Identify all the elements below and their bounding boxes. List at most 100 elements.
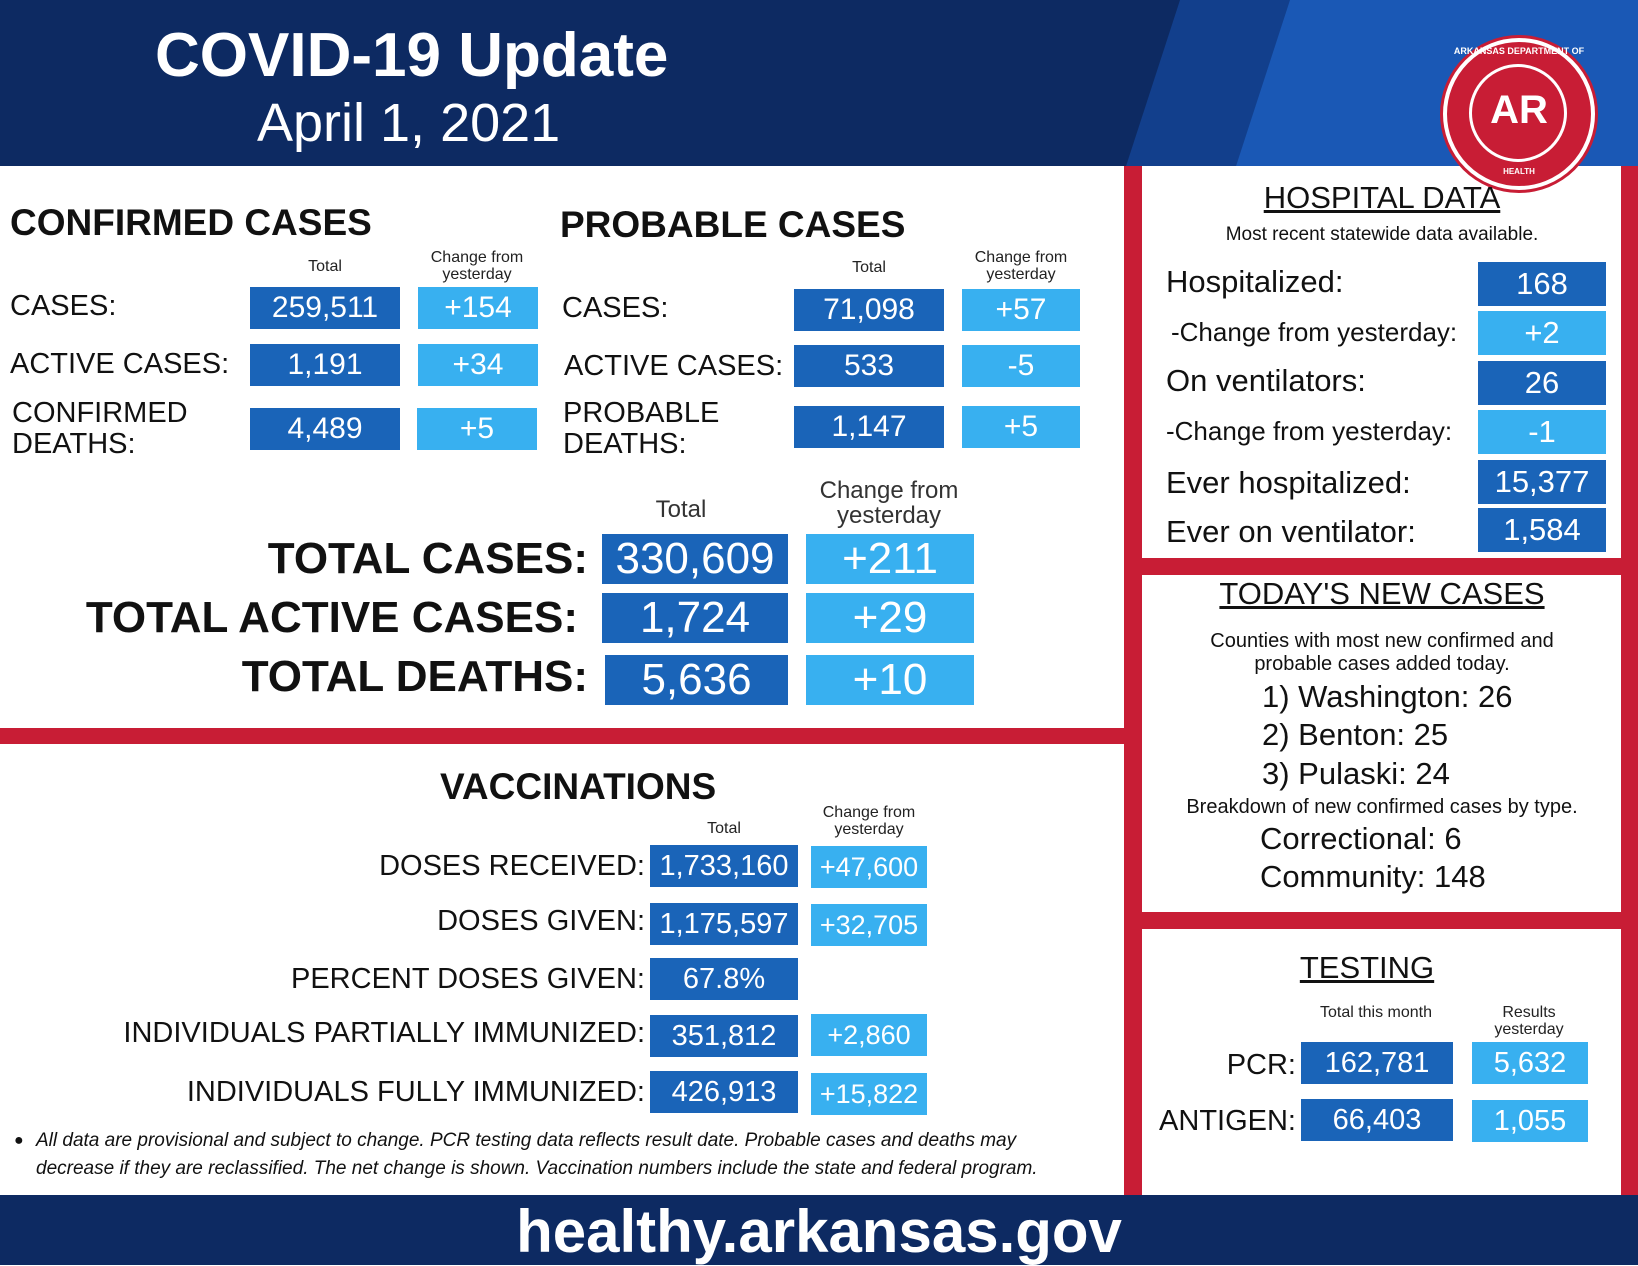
total-active-total: 1,724 xyxy=(602,593,788,643)
probable-active-change: -5 xyxy=(962,345,1080,387)
antigen-yesterday: 1,055 xyxy=(1472,1100,1588,1142)
new-cases-subtitle-1: Counties with most new confirmed and xyxy=(1210,630,1554,652)
total-deaths-total: 5,636 xyxy=(605,655,788,705)
probable-cases-title: PROBABLE CASES xyxy=(560,204,906,245)
note-line-2: decrease if they are reclassified. The n… xyxy=(36,1158,1038,1179)
divider-right-edge xyxy=(1621,166,1638,1196)
divider-horizontal xyxy=(1142,558,1622,575)
header-banner xyxy=(0,0,1638,166)
total-active-change: +29 xyxy=(806,593,974,643)
confirmed-active-total: 1,191 xyxy=(250,344,400,386)
footer-banner xyxy=(0,1195,1638,1265)
hospitalized-label: Hospitalized: xyxy=(1166,264,1344,299)
total-deaths-label: TOTAL DEATHS: xyxy=(241,652,588,701)
bullet-icon: ● xyxy=(14,1132,24,1149)
confirmed-cases-total: 259,511 xyxy=(250,287,400,329)
ever-ventilator-label: Ever on ventilator: xyxy=(1166,514,1416,549)
page-date: April 1, 2021 xyxy=(257,93,561,153)
vaccinations-change-header: Change from yesterday xyxy=(822,804,916,838)
hospitalized-change-value: +2 xyxy=(1478,311,1606,355)
new-cases-subtitle-2: probable cases added today. xyxy=(1254,653,1510,675)
percent-doses-total: 67.8% xyxy=(650,958,798,1000)
ever-hospitalized-label: Ever hospitalized: xyxy=(1166,465,1411,500)
hospital-data-subtitle: Most recent statewide data available. xyxy=(1225,224,1539,245)
partially-immunized-change: +2,860 xyxy=(811,1014,927,1056)
probable-deaths-change: +5 xyxy=(962,406,1080,448)
doses-given-total: 1,175,597 xyxy=(650,903,798,945)
divider-horizontal xyxy=(0,728,1124,744)
total-cases-total: 330,609 xyxy=(602,534,788,584)
probable-cases-label: CASES: xyxy=(562,292,669,324)
confirmed-active-label: ACTIVE CASES: xyxy=(10,348,230,380)
ventilators-change-label: -Change from yesterday: xyxy=(1166,416,1453,446)
breakdown-title: Breakdown of new confirmed cases by type… xyxy=(1186,796,1578,818)
doses-received-total: 1,733,160 xyxy=(650,845,798,887)
confirmed-change-header: Change from yesterday xyxy=(430,249,524,283)
county-item: 2) Benton: 25 xyxy=(1262,717,1449,752)
on-ventilators-label: On ventilators: xyxy=(1166,363,1366,398)
county-item: 3) Pulaski: 24 xyxy=(1262,756,1450,791)
breakdown-item: Correctional: 6 xyxy=(1260,821,1462,856)
total-active-label: TOTAL ACTIVE CASES: xyxy=(85,593,578,642)
seal-top-text: ARKANSAS DEPARTMENT OF xyxy=(1453,46,1585,56)
doses-given-change: +32,705 xyxy=(811,904,927,946)
pcr-total: 162,781 xyxy=(1301,1042,1453,1084)
website-link[interactable]: healthy.arkansas.gov xyxy=(516,1198,1122,1265)
fully-immunized-change: +15,822 xyxy=(811,1073,927,1115)
vaccinations-title: VACCINATIONS xyxy=(440,766,717,807)
page-title: COVID-19 Update xyxy=(155,21,669,90)
probable-deaths-label: PROBABLE DEATHS: xyxy=(563,397,720,460)
note-line-1: All data are provisional and subject to … xyxy=(36,1130,1017,1151)
doses-received-change: +47,600 xyxy=(811,846,927,888)
confirmed-cases-label: CASES: xyxy=(10,290,117,322)
confirmed-active-change: +34 xyxy=(418,344,538,386)
divider-horizontal xyxy=(1142,912,1622,929)
pcr-label: PCR: xyxy=(1226,1049,1296,1081)
antigen-total: 66,403 xyxy=(1301,1099,1453,1141)
fully-immunized-label: INDIVIDUALS FULLY IMMUNIZED: xyxy=(186,1076,645,1108)
vaccinations-total-header: Total xyxy=(707,820,741,837)
antigen-label: ANTIGEN: xyxy=(1159,1105,1296,1137)
totals-total-header: Total xyxy=(655,496,707,523)
pcr-yesterday: 5,632 xyxy=(1472,1042,1588,1084)
ever-hospitalized-value: 15,377 xyxy=(1478,460,1606,504)
probable-total-header: Total xyxy=(852,259,886,276)
hospitalized-change-label: -Change from yesterday: xyxy=(1171,317,1458,347)
confirmed-deaths-change: +5 xyxy=(417,408,537,450)
county-item: 1) Washington: 26 xyxy=(1262,679,1513,714)
doses-received-label: DOSES RECEIVED: xyxy=(379,850,645,882)
total-cases-label: TOTAL CASES: xyxy=(267,534,588,583)
confirmed-deaths-total: 4,489 xyxy=(250,408,400,450)
probable-active-label: ACTIVE CASES: xyxy=(564,350,784,382)
hospital-data-title: HOSPITAL DATA xyxy=(1263,180,1501,215)
new-cases-title: TODAY'S NEW CASES xyxy=(1219,576,1545,611)
partially-immunized-total: 351,812 xyxy=(650,1015,798,1057)
adh-seal-logo: ARKANSAS DEPARTMENT OF AR HEALTH xyxy=(1443,38,1595,190)
hospitalized-value: 168 xyxy=(1478,262,1606,306)
probable-change-header: Change from yesterday xyxy=(974,249,1068,283)
total-cases-change: +211 xyxy=(806,534,974,584)
testing-results-header: Results yesterday xyxy=(1494,1004,1564,1038)
breakdown-item: Community: 148 xyxy=(1260,859,1486,894)
total-deaths-change: +10 xyxy=(806,655,974,705)
probable-active-total: 533 xyxy=(794,345,944,387)
seal-center: AR xyxy=(1490,88,1548,132)
seal-ring xyxy=(1469,64,1567,162)
fully-immunized-total: 426,913 xyxy=(650,1071,798,1113)
confirmed-cases-change: +154 xyxy=(418,287,538,329)
partially-immunized-label: INDIVIDUALS PARTIALLY IMMUNIZED: xyxy=(123,1017,645,1049)
seal-bottom-text: HEALTH xyxy=(1503,167,1535,176)
on-ventilators-value: 26 xyxy=(1478,361,1606,405)
probable-cases-change: +57 xyxy=(962,289,1080,331)
confirmed-total-header: Total xyxy=(308,258,342,275)
confirmed-deaths-label: CONFIRMED DEATHS: xyxy=(12,397,188,460)
doses-given-label: DOSES GIVEN: xyxy=(437,905,645,937)
ever-ventilator-value: 1,584 xyxy=(1478,508,1606,552)
probable-deaths-total: 1,147 xyxy=(794,406,944,448)
confirmed-cases-title: CONFIRMED CASES xyxy=(10,202,372,243)
percent-doses-label: PERCENT DOSES GIVEN: xyxy=(291,963,645,995)
testing-title: TESTING xyxy=(1299,950,1435,985)
testing-total-header: Total this month xyxy=(1319,1004,1433,1021)
probable-cases-total: 71,098 xyxy=(794,289,944,331)
divider-vertical xyxy=(1124,166,1142,1196)
